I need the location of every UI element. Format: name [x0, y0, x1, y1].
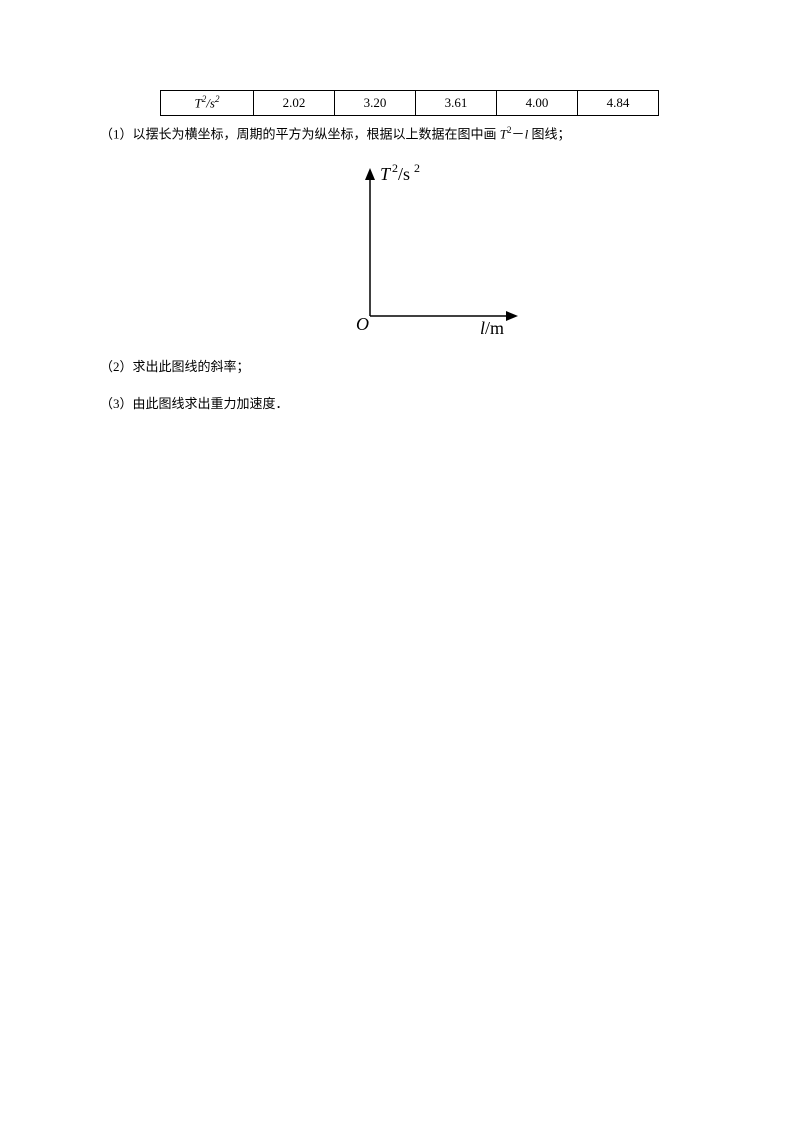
svg-text:l/m: l/m [480, 318, 504, 336]
table-cell: 4.00 [497, 91, 578, 116]
axes-svg: T 2 /s 2 O l/m [280, 156, 540, 336]
data-table: T2/s2 2.02 3.20 3.61 4.00 4.84 [160, 90, 659, 116]
question-1-text: （1）以摆长为横坐标，周期的平方为纵坐标，根据以上数据在图中画 T2－l 图线； [100, 122, 720, 146]
origin-label: O [356, 314, 369, 334]
table-row: T2/s2 2.02 3.20 3.61 4.00 4.84 [161, 91, 659, 116]
svg-text:2: 2 [414, 161, 420, 175]
svg-text:T: T [380, 164, 392, 184]
question-2-text: （2）求出此图线的斜率； [100, 355, 720, 378]
table-cell: 2.02 [254, 91, 335, 116]
axes-diagram: T 2 /s 2 O l/m [100, 156, 720, 341]
table-cell: 3.61 [416, 91, 497, 116]
table-header-cell: T2/s2 [161, 91, 254, 116]
question-3-text: （3）由此图线求出重力加速度． [100, 392, 720, 415]
table-cell: 3.20 [335, 91, 416, 116]
table-cell: 4.84 [578, 91, 659, 116]
svg-text:/s: /s [398, 164, 410, 184]
